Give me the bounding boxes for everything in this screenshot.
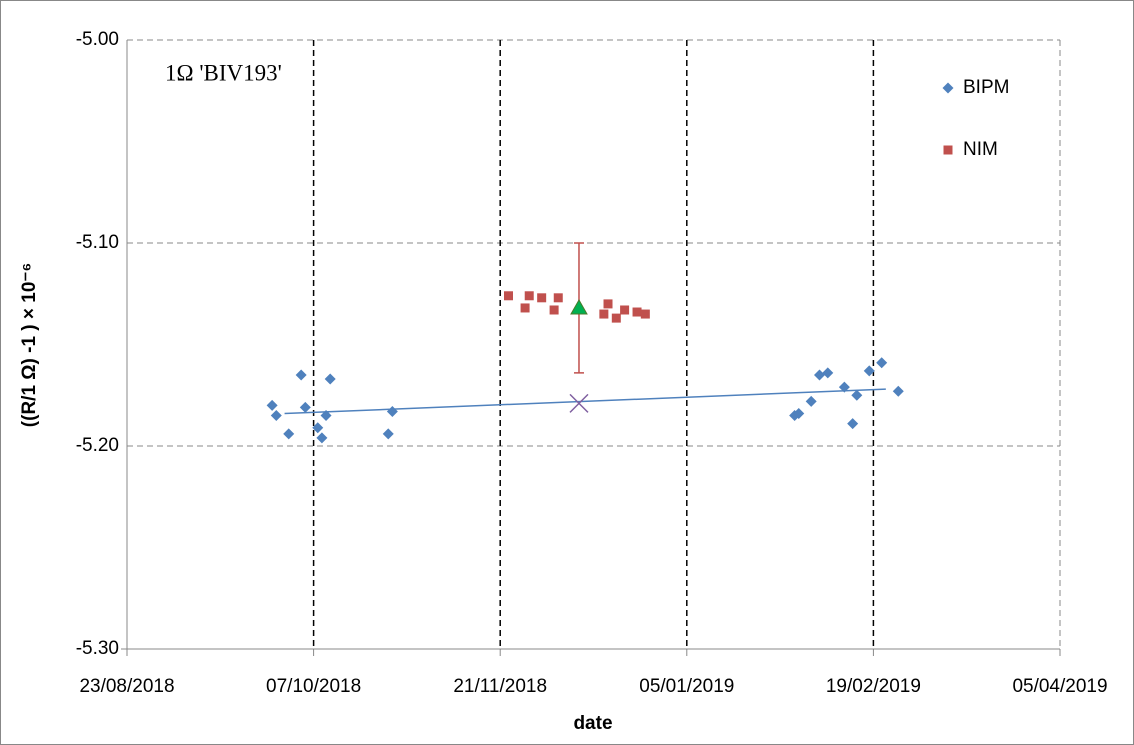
annotation: 1Ω 'BIV193' [165,60,282,85]
point [570,298,588,315]
point [266,399,278,411]
point [892,385,904,397]
point [632,307,642,317]
point [805,395,817,407]
point [503,291,513,301]
x-tick-label: 05/01/2019 [639,676,734,697]
point [324,373,336,385]
point [382,428,394,440]
x-tick-label: 19/02/2019 [826,676,921,697]
y-tick-label: -5.00 [76,29,119,50]
point [599,309,609,319]
fit-line [284,388,886,415]
y-tick-label: -5.10 [76,232,119,253]
point [942,82,954,94]
point [640,309,650,319]
point [312,422,324,434]
point [822,367,834,379]
point [813,369,825,381]
point [299,401,311,413]
x-tick-label: 05/04/2019 [1012,676,1107,697]
point [569,393,589,413]
point [620,305,630,315]
x-tick-label: 07/10/2018 [266,676,361,697]
point [320,410,332,422]
point [316,432,328,444]
point [793,408,805,420]
point [876,357,888,369]
point [847,418,859,430]
point [283,428,295,440]
point [524,291,534,301]
point [520,303,530,313]
point [549,305,559,315]
point [943,145,953,155]
x-tick-label: 21/11/2018 [453,676,547,697]
point [537,293,547,303]
point [553,293,563,303]
point [611,313,621,323]
point [295,369,307,381]
point [851,389,863,401]
point [838,381,850,393]
point [863,365,875,377]
x-axis-title: date [573,713,612,734]
point [603,299,613,309]
x-tick-label: 23/08/2018 [79,676,174,697]
legend-label: NIM [963,139,998,160]
y-tick-label: -5.20 [76,435,119,456]
y-tick-label: -5.30 [76,638,119,659]
y-axis-title: ((R/1 Ω) -1 ) × 10⁻⁶ [19,263,40,427]
legend-label: BIPM [963,77,1009,98]
point [270,410,282,422]
